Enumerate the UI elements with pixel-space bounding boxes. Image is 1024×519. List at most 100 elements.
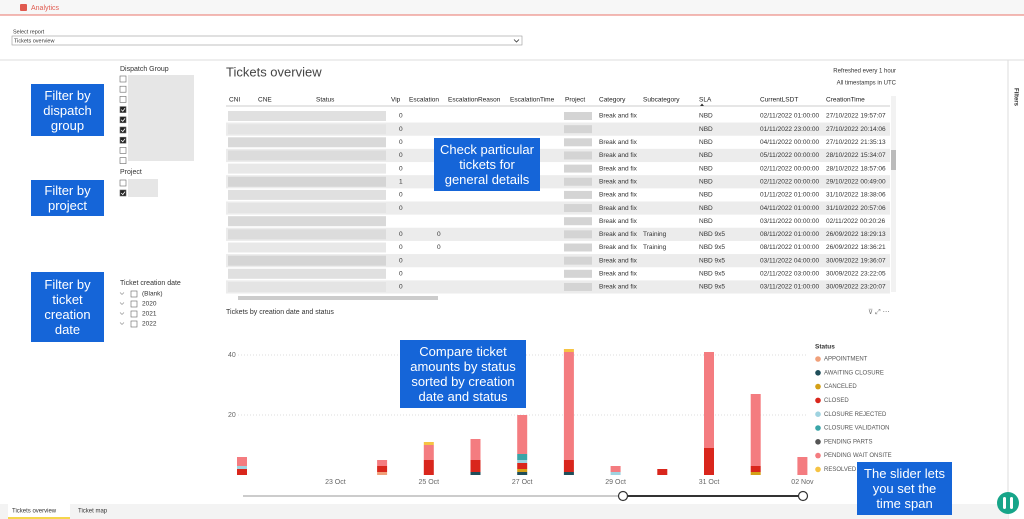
dispatch-checkbox[interactable] — [119, 116, 127, 124]
table-cell: Break and fix — [599, 284, 638, 291]
tree-chevron — [119, 302, 125, 305]
project-checkbox[interactable] — [119, 179, 127, 187]
legend-marker[interactable] — [815, 397, 821, 404]
table-cell: 0 — [399, 244, 403, 251]
bar-segment — [423, 442, 434, 445]
table-cell: 26/09/2022 18:36:21 — [826, 244, 886, 251]
table-cell: 31/10/2022 18:38:06 — [826, 192, 886, 199]
dispatch-checkbox[interactable] — [119, 85, 127, 93]
legend-label[interactable]: PENDING WAIT ONSITE — [824, 453, 892, 459]
y-tick-label: 40 — [228, 352, 236, 359]
dispatch-checkbox[interactable] — [119, 106, 127, 113]
report-dropdown-value: Tickets overview — [14, 38, 54, 44]
legend-marker[interactable] — [815, 425, 821, 431]
table-cell: Break and fix — [599, 231, 638, 238]
legend-label[interactable]: APPOINTMENT — [824, 357, 868, 363]
column-header[interactable]: CurrentLSDT — [760, 97, 798, 104]
sort-indicator — [700, 103, 704, 106]
legend-marker[interactable] — [815, 370, 821, 376]
column-header[interactable]: Subcategory — [643, 97, 680, 104]
page-tab[interactable]: Tickets overview — [12, 509, 57, 515]
table-cell: NBD 9x5 — [699, 271, 725, 278]
column-header[interactable]: CNI — [229, 97, 240, 104]
legend-label[interactable]: CLOSURE VALIDATION — [824, 426, 889, 432]
column-header[interactable]: Project — [565, 97, 585, 104]
annotation: Check particular tickets for general det… — [434, 138, 540, 191]
annotation: Filter by project — [31, 180, 104, 216]
table-hscroll-thumb[interactable] — [238, 296, 438, 300]
blurred-cell — [564, 138, 592, 147]
column-header[interactable]: CNE — [258, 97, 272, 104]
bar-segment — [563, 352, 574, 460]
bar-segment — [377, 472, 388, 475]
table-cell: 0 — [399, 126, 403, 133]
legend-label[interactable]: RESOLVED — [824, 467, 857, 473]
date-option: 2021 — [142, 311, 157, 318]
table-cell: Break and fix — [599, 257, 638, 264]
app-logo-mark — [1003, 497, 1006, 509]
chart-icons[interactable]: ⊽ ⤢ ⋯ — [868, 308, 890, 316]
bar-segment — [517, 463, 528, 469]
legend-marker[interactable] — [815, 466, 821, 473]
table-cell: Break and fix — [599, 178, 638, 185]
table-cell: 0 — [399, 113, 403, 120]
page-tab[interactable]: Ticket map — [78, 509, 108, 515]
table-scroll-thumb[interactable] — [891, 150, 896, 170]
dispatch-checkbox[interactable] — [119, 96, 127, 103]
timezone-note: All timestamps in UTC — [837, 81, 897, 87]
date-checkbox[interactable] — [130, 320, 138, 328]
bar-segment — [377, 466, 388, 472]
column-header[interactable]: Category — [599, 97, 626, 104]
legend-marker[interactable] — [815, 439, 821, 445]
column-header[interactable]: SLA — [699, 97, 712, 104]
blurred-cell — [228, 242, 386, 253]
column-header[interactable]: EscalationReason — [448, 97, 501, 104]
dispatch-checkbox[interactable] — [119, 126, 127, 134]
analytics-icon — [20, 4, 27, 11]
column-header[interactable]: Status — [316, 97, 335, 104]
legend-marker[interactable] — [815, 356, 821, 362]
blurred-cell — [564, 204, 592, 213]
column-header[interactable]: EscalationTime — [510, 97, 555, 104]
table-cell: 02/11/2022 00:00:00 — [760, 178, 820, 185]
legend-marker[interactable] — [815, 452, 821, 459]
table-cell: 03/11/2022 00:00:00 — [760, 218, 820, 225]
legend-label[interactable]: CANCELED — [824, 384, 857, 390]
column-header[interactable]: Escalation — [409, 97, 439, 104]
date-checkbox[interactable] — [130, 290, 138, 298]
legend-label[interactable]: PENDING PARTS — [824, 439, 872, 445]
date-checkbox[interactable] — [130, 310, 138, 318]
legend-label[interactable]: CLOSURE REJECTED — [824, 412, 887, 418]
project-checkbox[interactable] — [119, 189, 127, 197]
legend-label[interactable]: AWAITING CLOSURE — [824, 370, 884, 376]
table-cell: Break and fix — [599, 113, 638, 120]
analytics-tab[interactable]: Analytics — [31, 5, 60, 12]
table-cell: NBD — [699, 126, 713, 133]
column-header[interactable]: Vip — [391, 97, 401, 104]
dispatch-checkbox[interactable] — [119, 75, 127, 83]
dispatch-checkbox[interactable] — [119, 136, 127, 144]
slider-handle[interactable] — [617, 490, 629, 502]
table-cell: Break and fix — [599, 192, 638, 199]
dispatch-checkbox[interactable] — [119, 157, 127, 164]
table-cell: 02/11/2022 00:00:00 — [760, 165, 820, 172]
table-cell: NBD — [699, 165, 713, 172]
column-header[interactable]: CreationTime — [826, 97, 865, 104]
filters-pane-title[interactable]: Filters — [1012, 88, 1018, 107]
dispatch-checkbox[interactable] — [119, 147, 127, 154]
table-cell: Training — [643, 244, 667, 251]
blurred-cell — [564, 125, 592, 134]
legend-label[interactable]: CLOSED — [824, 398, 849, 404]
blurred-cell — [228, 111, 386, 121]
legend-marker[interactable] — [815, 411, 821, 418]
legend-marker[interactable] — [815, 383, 821, 390]
date-checkbox[interactable] — [130, 300, 138, 308]
report-dropdown[interactable] — [11, 35, 523, 46]
bar-segment — [563, 472, 574, 475]
report-title: Tickets overview — [226, 64, 322, 79]
blurred-list — [128, 75, 194, 161]
bar-segment — [470, 472, 481, 475]
slider-handle[interactable] — [797, 490, 809, 502]
chart-title: Tickets by creation date and status — [226, 309, 334, 316]
